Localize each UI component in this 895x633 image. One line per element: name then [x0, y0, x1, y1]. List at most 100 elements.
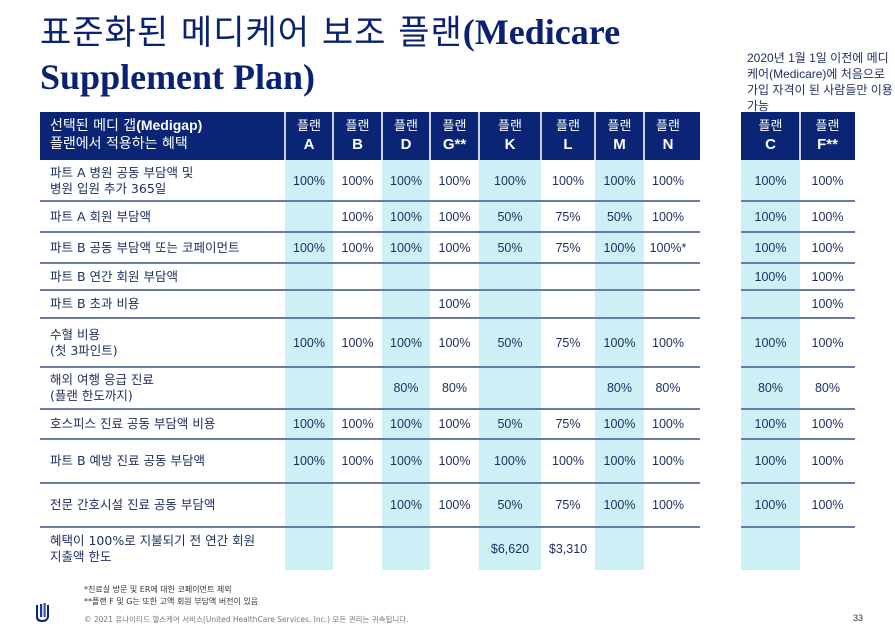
cell-plan-n: 100% [652, 209, 684, 224]
cell-plan-l: $3,310 [548, 541, 588, 556]
cell-plan-m [595, 527, 644, 570]
cell-plan-m [595, 263, 644, 290]
row-divider [741, 200, 855, 202]
cell-plan-l: 75% [555, 209, 581, 224]
cell-plan-k: 50% [497, 498, 523, 512]
header-separator [643, 112, 645, 160]
cell-plan-l [541, 367, 595, 409]
row-divider [40, 482, 700, 484]
title-english-2: Supplement Plan) [40, 57, 316, 97]
cell-plan-l: 100% [552, 173, 584, 188]
cell-plan-b [333, 367, 382, 409]
cell-plan-n: 100%* [649, 240, 687, 255]
plan-word: 플랜 [815, 119, 840, 134]
cell-plan-m: 50% [606, 209, 633, 224]
cell-plan-b [333, 290, 382, 318]
cell-plan-g: 100% [438, 454, 471, 468]
row-label: 해외 여행 응급 진료 (플랜 한도까지) [50, 372, 154, 403]
cell-plan-l: 75% [555, 498, 581, 512]
cell-plan-f: 100% [811, 297, 844, 311]
cell-plan-g: 100% [438, 498, 471, 512]
cell-plan-f: 100% [811, 498, 844, 512]
cell-plan-a [285, 483, 333, 527]
cell-plan-n [644, 263, 692, 290]
cell-plan-c: 100% [754, 417, 787, 431]
cell-plan-m: 100% [603, 417, 636, 431]
cell-plan-g: 100% [438, 209, 471, 224]
cell-plan-n: 100% [652, 454, 684, 468]
eligibility-note: 2020년 1월 1일 이전에 메디케어(Medicare)에 처음으로 가입 … [747, 51, 893, 112]
cell-plan-f: 100% [811, 417, 844, 431]
cell-plan-g: 100% [438, 240, 471, 255]
row-divider [741, 366, 855, 368]
cell-plan-d: 100% [390, 454, 422, 468]
plan-letter: G** [442, 136, 467, 153]
cell-plan-c: 100% [754, 209, 787, 224]
cell-plan-n [644, 290, 692, 318]
cell-plan-a: 100% [293, 240, 325, 255]
header-separator [332, 112, 334, 160]
cell-plan-b: 100% [341, 209, 374, 224]
header-plan-b: 플랜 B [333, 112, 382, 160]
cell-plan-f: 100% [811, 240, 844, 255]
cell-plan-f: 100% [811, 173, 844, 188]
cell-plan-l [541, 290, 595, 318]
row-label: 호스피스 진료 공동 부담액 비용 [50, 416, 216, 431]
row-divider [741, 438, 855, 440]
header-label: 선택된 메디 갭(Medigap) 플랜에서 적용하는 혜택 [50, 117, 203, 152]
cell-plan-a: 100% [293, 173, 325, 188]
cell-plan-m [595, 290, 644, 318]
row-divider [741, 289, 855, 291]
cell-plan-d [382, 263, 430, 290]
plan-letter: K [504, 136, 516, 153]
cell-plan-n: 100% [652, 417, 684, 431]
cell-plan-a [285, 201, 333, 232]
plan-letter: L [563, 136, 573, 153]
cell-plan-c: 100% [754, 335, 787, 350]
cell-plan-k [479, 290, 541, 318]
cell-plan-n: 80% [655, 381, 681, 395]
row-label: 파트 B 예방 진료 공동 부담액 [50, 453, 205, 468]
cell-plan-m: 100% [603, 335, 636, 350]
copyright: © 2021 유나이티드 헬스케어 서비스(United HealthCare … [84, 615, 409, 624]
cell-plan-m: 100% [603, 454, 636, 468]
cell-plan-c: 100% [754, 173, 787, 188]
cell-plan-c: 100% [754, 454, 787, 468]
cell-plan-d: 100% [390, 498, 422, 512]
plan-letter: C [765, 136, 776, 153]
footnote-2: **플랜 F 및 G는 또한 고액 회원 부담액 버전이 있음 [84, 597, 259, 606]
row-label: 혜택이 100%로 지불되기 전 연간 회원 지출액 한도 [50, 532, 256, 564]
cell-plan-k [479, 367, 541, 409]
header-plan-c: 플랜 C [741, 112, 800, 160]
cell-plan-g [430, 263, 479, 290]
header-separator [478, 112, 480, 160]
header-separator [429, 112, 431, 160]
row-divider [741, 408, 855, 410]
cell-plan-g: 100% [438, 173, 471, 188]
cell-plan-c: 80% [757, 381, 784, 395]
cell-plan-f [800, 527, 855, 570]
cell-plan-k: 50% [497, 417, 523, 431]
shade-plan-a [285, 160, 333, 570]
cell-plan-k: 50% [497, 240, 523, 255]
plan-letter: M [613, 136, 626, 153]
footnote-1: *진료실 방문 및 ER에 대한 코페이먼트 제외 [84, 585, 232, 594]
plan-word: 플랜 [556, 119, 580, 134]
plan-letter: A [303, 136, 315, 153]
cell-plan-a: 100% [293, 454, 325, 468]
cell-plan-f: 100% [811, 269, 844, 284]
cell-plan-b: 100% [341, 417, 374, 431]
unitedhealthcare-logo-icon [36, 603, 49, 622]
header-separator [284, 112, 286, 160]
cell-plan-a [285, 367, 333, 409]
cell-plan-l [541, 263, 595, 290]
cell-plan-a [285, 527, 333, 570]
header-separator [594, 112, 596, 160]
plan-word: 플랜 [345, 119, 370, 134]
cell-plan-g: 100% [438, 297, 471, 311]
cell-plan-k: 50% [497, 209, 523, 224]
cell-plan-d [382, 290, 430, 318]
title-korean: 표준화된 메디케어 보조 플랜 [40, 13, 463, 53]
plan-letter: B [352, 136, 363, 153]
cell-plan-b: 100% [341, 173, 374, 188]
